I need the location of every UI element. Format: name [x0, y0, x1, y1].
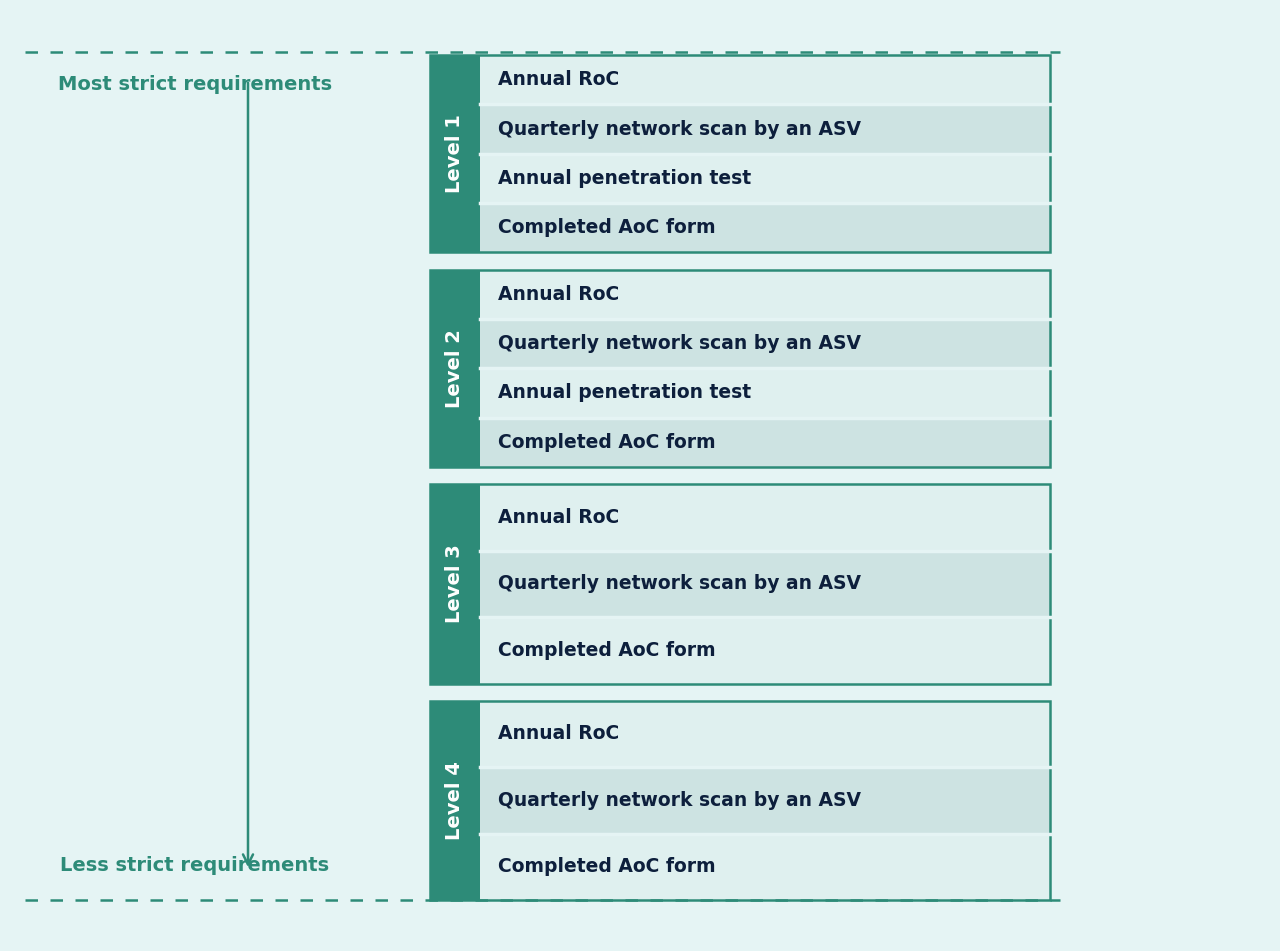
Text: Annual RoC: Annual RoC: [498, 70, 620, 89]
Text: Completed AoC form: Completed AoC form: [498, 219, 716, 238]
Bar: [480, 833, 1050, 900]
Bar: [480, 368, 1050, 417]
Bar: [480, 701, 1050, 767]
Text: Level 1: Level 1: [445, 114, 465, 193]
Text: Completed AoC form: Completed AoC form: [498, 857, 716, 876]
Bar: [480, 767, 1050, 833]
Bar: [480, 105, 1050, 154]
Text: Quarterly network scan by an ASV: Quarterly network scan by an ASV: [498, 120, 861, 139]
Text: Annual penetration test: Annual penetration test: [498, 383, 751, 402]
Text: Most strict requirements: Most strict requirements: [58, 75, 332, 94]
Bar: [480, 204, 1050, 252]
Text: Annual RoC: Annual RoC: [498, 725, 620, 744]
Bar: [480, 551, 1050, 617]
Text: Annual penetration test: Annual penetration test: [498, 169, 751, 188]
Bar: [430, 701, 480, 900]
Bar: [430, 484, 480, 684]
Bar: [480, 484, 1050, 551]
Bar: [430, 55, 480, 252]
Text: Quarterly network scan by an ASV: Quarterly network scan by an ASV: [498, 791, 861, 810]
Text: Quarterly network scan by an ASV: Quarterly network scan by an ASV: [498, 334, 861, 353]
Text: Annual RoC: Annual RoC: [498, 508, 620, 527]
Bar: [430, 484, 1050, 684]
Text: Completed AoC form: Completed AoC form: [498, 641, 716, 660]
Bar: [480, 154, 1050, 204]
Bar: [480, 319, 1050, 368]
Bar: [430, 269, 480, 467]
Bar: [480, 269, 1050, 319]
Text: Less strict requirements: Less strict requirements: [60, 856, 329, 875]
Bar: [430, 55, 1050, 252]
Bar: [480, 55, 1050, 105]
Bar: [480, 417, 1050, 467]
Text: Annual RoC: Annual RoC: [498, 284, 620, 303]
Text: Quarterly network scan by an ASV: Quarterly network scan by an ASV: [498, 574, 861, 593]
Bar: [430, 701, 1050, 900]
Text: Level 4: Level 4: [445, 761, 465, 840]
Text: Level 3: Level 3: [445, 545, 465, 623]
Text: Completed AoC form: Completed AoC form: [498, 433, 716, 452]
Text: Level 2: Level 2: [445, 329, 465, 408]
Bar: [480, 617, 1050, 684]
Bar: [430, 269, 1050, 467]
